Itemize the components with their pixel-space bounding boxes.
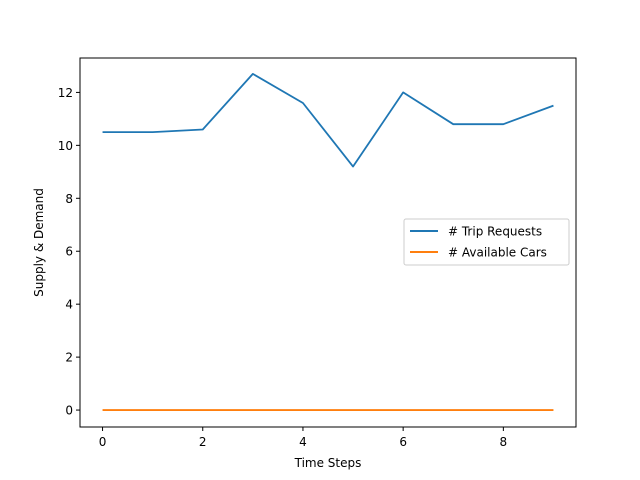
plot-frame	[79, 57, 577, 428]
y-tick-label: 10	[58, 139, 73, 153]
x-tick-label: 2	[199, 435, 207, 449]
series-layer	[102, 72, 554, 411]
y-tick-label: 12	[58, 86, 73, 100]
x-axis-label: Time Steps	[294, 456, 362, 470]
y-ticks: 0 2 4 6 8 10 12	[58, 86, 80, 418]
x-tick-label: 6	[399, 435, 407, 449]
legend-label-available-cars: # Available Cars	[448, 246, 547, 260]
y-tick-label: 4	[65, 298, 73, 312]
y-tick-label: 6	[65, 245, 73, 259]
x-tick-label: 4	[299, 435, 307, 449]
y-axis-label: Supply & Demand	[32, 188, 46, 297]
y-tick-label: 0	[65, 404, 73, 418]
x-ticks: 0 2 4 6 8	[99, 427, 507, 449]
legend: # Trip Requests # Available Cars	[403, 218, 570, 266]
series-line-trip-requests	[102, 72, 554, 168]
legend-label-trip-requests: # Trip Requests	[448, 225, 542, 239]
y-tick-label: 8	[65, 192, 73, 206]
x-tick-label: 8	[500, 435, 508, 449]
y-tick-label: 2	[65, 351, 73, 365]
legend-box	[403, 218, 570, 266]
x-tick-label: 0	[99, 435, 107, 449]
